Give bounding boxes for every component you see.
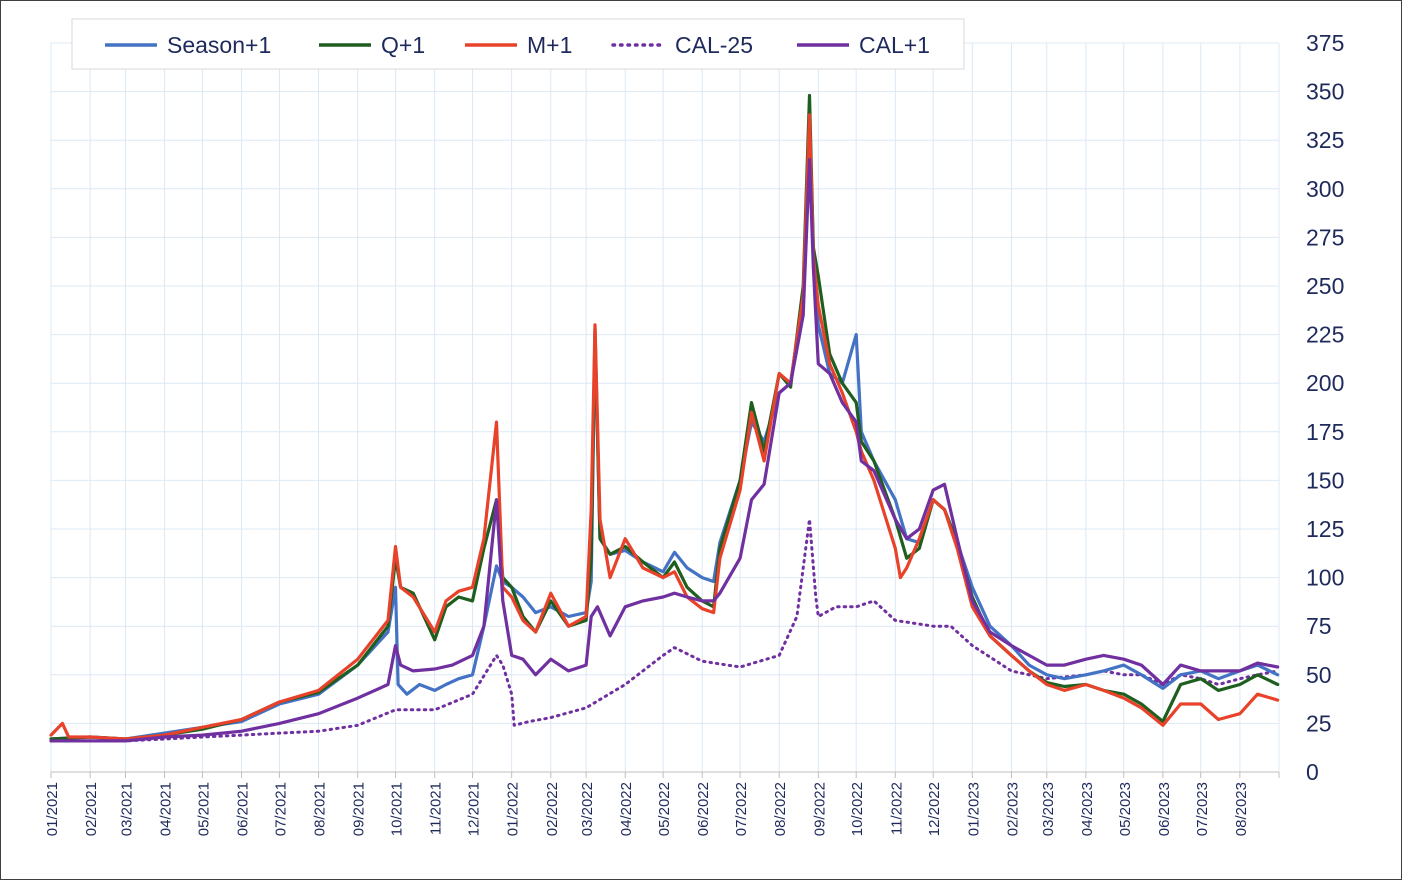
y-tick-label: 0 xyxy=(1306,759,1319,785)
x-tick-label: 06/2022 xyxy=(695,782,712,836)
y-tick-label: 50 xyxy=(1306,662,1332,688)
y-tick-label: 350 xyxy=(1306,79,1344,105)
x-tick-label: 12/2021 xyxy=(466,782,483,836)
legend-label: CAL-25 xyxy=(675,32,753,58)
y-tick-label: 100 xyxy=(1306,565,1344,591)
x-tick-label: 01/2023 xyxy=(965,782,982,836)
series-line-cal-1 xyxy=(49,158,1280,743)
legend-label: CAL+1 xyxy=(859,32,930,58)
x-tick-label: 02/2021 xyxy=(83,782,100,836)
x-tick-label: 07/2021 xyxy=(272,782,289,836)
x-tick-label: 04/2022 xyxy=(618,782,635,836)
x-tick-label: 11/2021 xyxy=(428,782,445,835)
x-tick-label: 07/2022 xyxy=(733,782,750,836)
y-tick-label: 75 xyxy=(1306,613,1332,639)
x-tick-label: 02/2022 xyxy=(544,782,561,836)
x-tick-label: 05/2023 xyxy=(1117,782,1134,836)
x-tick-label: 08/2021 xyxy=(312,782,329,836)
axes xyxy=(50,43,1280,778)
series-line-season-1 xyxy=(49,119,1280,741)
x-axis-ticks: 01/2021 02/2021 03/2021 04/2021 05/2021 06/20… xyxy=(44,782,1250,836)
x-tick-label: 08/2022 xyxy=(772,782,789,836)
grid xyxy=(50,42,1280,773)
legend-items: Season+1 Q+1 M+1 CAL-25 CAL+1 xyxy=(105,32,930,58)
x-tick-label: 01/2022 xyxy=(505,782,522,836)
x-tick-label: 04/2021 xyxy=(158,782,175,836)
x-tick-label: 04/2023 xyxy=(1079,782,1096,836)
series-line-cal-25 xyxy=(49,517,1280,743)
y-tick-label: 125 xyxy=(1306,516,1344,542)
y-axis-ticks: 0 25 50 75 100 125 150 175 200 225 250 275 300 325 350… xyxy=(1306,30,1344,785)
legend-label: Season+1 xyxy=(167,32,271,58)
x-tick-label: 10/2021 xyxy=(389,782,406,836)
x-tick-label: 02/2023 xyxy=(1004,782,1021,836)
x-tick-label: 09/2022 xyxy=(811,782,828,836)
y-tick-label: 225 xyxy=(1306,322,1344,348)
y-tick-label: 175 xyxy=(1306,419,1344,445)
y-tick-label: 375 xyxy=(1306,30,1344,56)
y-tick-label: 300 xyxy=(1306,176,1344,202)
x-tick-label: 03/2021 xyxy=(118,782,135,836)
y-tick-label: 325 xyxy=(1306,127,1344,153)
x-tick-label: 07/2023 xyxy=(1194,782,1211,836)
x-tick-label: 06/2023 xyxy=(1156,782,1173,836)
x-tick-label: 11/2022 xyxy=(888,782,905,835)
x-tick-label: 08/2023 xyxy=(1233,782,1250,836)
x-tick-label: 03/2023 xyxy=(1040,782,1057,836)
y-tick-label: 275 xyxy=(1306,224,1344,250)
y-tick-label: 200 xyxy=(1306,370,1344,396)
y-tick-label: 250 xyxy=(1306,273,1344,299)
x-tick-label: 06/2021 xyxy=(235,782,252,836)
x-tick-label: 05/2022 xyxy=(656,782,673,836)
x-tick-label: 03/2022 xyxy=(579,782,596,836)
legend-label: Q+1 xyxy=(381,32,425,58)
x-tick-label: 12/2022 xyxy=(926,782,943,836)
series-line-m-1 xyxy=(49,113,1280,741)
y-tick-label: 25 xyxy=(1306,710,1332,736)
series-line-q-1 xyxy=(49,93,1280,741)
y-tick-label: 150 xyxy=(1306,467,1344,493)
x-tick-label: 01/2021 xyxy=(44,782,61,836)
legend: Season+1 Q+1 M+1 CAL-25 CAL+1 xyxy=(71,18,965,70)
x-tick-label: 05/2021 xyxy=(195,782,212,836)
series-layer xyxy=(49,93,1280,743)
x-tick-label: 09/2021 xyxy=(351,782,368,836)
legend-label: M+1 xyxy=(527,32,572,58)
x-tick-label: 10/2022 xyxy=(849,782,866,836)
